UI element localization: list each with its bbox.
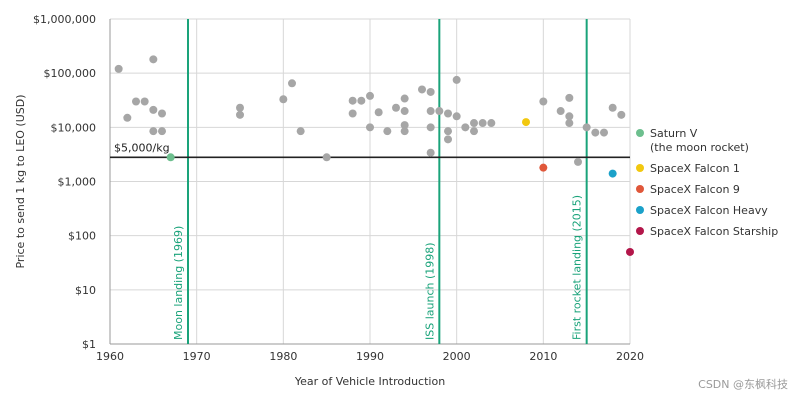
data-point [522, 118, 530, 127]
event-label: First rocket landing (2015) [571, 195, 584, 340]
data-point [322, 153, 331, 162]
data-point [279, 95, 288, 104]
y-tick-label: $1,000,000 [33, 13, 96, 26]
data-point [158, 127, 166, 136]
data-point [565, 93, 574, 102]
data-point [487, 119, 496, 128]
data-point [435, 107, 444, 116]
data-point [470, 127, 478, 136]
x-tick-label: 2000 [443, 350, 471, 363]
data-point [452, 75, 461, 84]
x-tick-label: 1960 [96, 350, 124, 363]
data-point [400, 127, 409, 136]
data-point [617, 110, 626, 119]
legend-marker [636, 206, 644, 214]
data-point [478, 119, 487, 128]
y-axis-title: Price to send 1 kg to LEO (USD) [14, 94, 27, 268]
data-point [608, 169, 617, 178]
legend-label-line2: (the moon rocket) [650, 141, 749, 154]
data-point [296, 127, 305, 136]
data-point [166, 153, 175, 162]
x-tick-label: 2010 [529, 350, 557, 363]
data-point [236, 110, 244, 119]
legend: Saturn V(the moon rocket) SpaceX Falcon 1… [636, 127, 778, 238]
event-lines: Moon landing (1969) ISS launch (1998) Firs… [172, 19, 588, 344]
data-point [140, 97, 149, 106]
axes: 1960 1970 1980 1990 2000 2010 2020 $1 $10 $100 $1,… [14, 13, 644, 388]
data-point [123, 113, 132, 122]
legend-marker [636, 185, 644, 193]
data-point [556, 107, 565, 116]
data-point [348, 109, 357, 118]
x-axis-title: Year of Vehicle Introduction [294, 375, 445, 388]
data-point [383, 127, 392, 136]
data-point [236, 103, 244, 112]
x-tick-label: 1980 [269, 350, 297, 363]
data-point [114, 64, 123, 73]
data-point [400, 107, 409, 116]
data-point [426, 123, 435, 132]
data-point [288, 79, 296, 88]
x-tick-label: 1990 [356, 350, 384, 363]
y-tick-label: $1 [82, 338, 96, 351]
event-label: Moon landing (1969) [172, 226, 185, 340]
event-label: ISS launch (1998) [423, 242, 436, 340]
data-point [400, 94, 409, 103]
data-point [574, 157, 582, 166]
data-point [149, 127, 158, 136]
x-tick-label: 1970 [183, 350, 211, 363]
legend-label: SpaceX Falcon Heavy [650, 204, 768, 217]
legend-label: Saturn V [650, 127, 698, 140]
data-point [539, 163, 548, 172]
data-point [374, 108, 383, 117]
data-point [461, 123, 470, 132]
data-point [149, 55, 158, 64]
data-point [608, 103, 617, 112]
data-point [444, 135, 452, 144]
reference-line: $5,000/kg [110, 141, 630, 159]
data-point [452, 112, 461, 121]
data-point [539, 97, 548, 106]
data-point [418, 85, 426, 94]
data-point [591, 128, 600, 137]
x-tick-label: 2020 [616, 350, 644, 363]
y-tick-label: $100,000 [44, 67, 97, 80]
data-point [348, 96, 357, 105]
data-point [132, 97, 140, 106]
data-point [400, 121, 409, 130]
data-point [444, 109, 452, 118]
watermark: CSDN @东枫科技 [698, 378, 788, 391]
data-points [114, 55, 634, 256]
legend-marker [636, 129, 644, 137]
data-point [357, 96, 366, 105]
data-point [470, 119, 478, 128]
data-point [426, 148, 435, 157]
data-point [366, 123, 374, 132]
y-tick-label: $100 [68, 230, 96, 243]
data-point [392, 103, 400, 112]
y-tick-label: $10,000 [51, 121, 97, 134]
legend-label: SpaceX Falcon 1 [650, 162, 740, 175]
reference-label: $5,000/kg [114, 141, 170, 154]
data-point [565, 112, 574, 121]
legend-marker [636, 164, 644, 172]
grid [109, 18, 631, 345]
y-tick-label: $10 [75, 284, 96, 297]
legend-marker [636, 227, 644, 235]
data-point [565, 119, 574, 128]
data-point [366, 91, 374, 100]
legend-label: SpaceX Falcon 9 [650, 183, 740, 196]
legend-label: SpaceX Falcon Starship [650, 225, 778, 238]
data-point [626, 247, 634, 256]
data-point [426, 87, 435, 96]
data-point [582, 123, 591, 132]
data-point [426, 107, 435, 116]
data-point [600, 128, 608, 137]
data-point [158, 109, 166, 118]
y-tick-label: $1,000 [58, 176, 97, 189]
data-point [444, 127, 452, 136]
data-point [149, 105, 158, 114]
